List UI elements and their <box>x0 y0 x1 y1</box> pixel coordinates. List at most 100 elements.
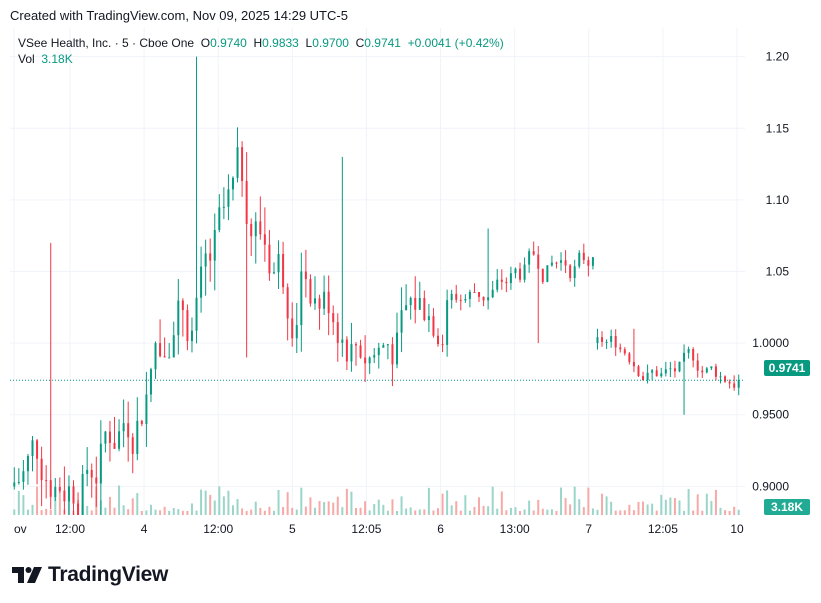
volume-bar <box>131 498 134 515</box>
candle-body <box>77 503 80 515</box>
volume-bar <box>683 510 686 515</box>
volume-bar <box>286 492 289 515</box>
volume-bar <box>578 499 581 515</box>
volume-bar <box>537 499 540 515</box>
candle-body <box>555 262 558 264</box>
volume-bar <box>405 508 408 515</box>
volume-bar <box>113 507 116 515</box>
volume-bar <box>500 491 503 515</box>
volume-bar <box>614 510 617 515</box>
candle-body <box>181 300 184 311</box>
candle-body <box>623 349 626 354</box>
candle-body <box>254 221 257 237</box>
volume-bar <box>505 510 508 515</box>
volume-bar <box>118 485 121 515</box>
volume-bar <box>582 507 585 515</box>
high-value: 0.9833 <box>262 36 299 50</box>
chart-legend: VSee Health, Inc. · 5 · Cboe One O0.9740… <box>18 35 504 67</box>
volume-bar <box>655 510 658 515</box>
candle-body <box>714 366 717 377</box>
volume-bar <box>605 496 608 515</box>
candle-body <box>673 368 676 372</box>
candle-body <box>149 369 152 395</box>
volume-bar <box>282 507 285 515</box>
candle-body <box>241 147 244 181</box>
volume-bar <box>350 491 353 515</box>
tradingview-logo-icon <box>12 567 42 583</box>
candle-body <box>26 456 29 472</box>
candle-body <box>632 362 635 367</box>
volume-bar <box>719 507 722 515</box>
volume-bar <box>450 505 453 515</box>
volume-bar <box>550 509 553 515</box>
candle-body <box>496 279 499 290</box>
candle-body <box>63 490 66 502</box>
candle-body <box>487 297 490 301</box>
volume-bar <box>464 495 467 515</box>
volume-bar <box>632 510 635 515</box>
candle-body <box>36 440 39 459</box>
chart-caption: Created with TradingView.com, Nov 09, 20… <box>10 8 348 23</box>
volume-bar <box>45 508 48 515</box>
volume-bar <box>236 499 239 515</box>
time-tick-label: 12:00 <box>55 522 85 536</box>
candle-body <box>737 380 740 388</box>
candle-body <box>441 344 444 346</box>
price-chart[interactable]: 1.20 1.15 1.10 1.05 1.0000 0.9500 0.9000 ov 12:… <box>10 28 811 543</box>
candle-body <box>231 177 234 190</box>
symbol-name[interactable]: VSee Health, Inc. · 5 · Cboe One <box>18 36 195 50</box>
candle-body <box>619 347 622 350</box>
volume-bar <box>400 496 403 515</box>
candle-body <box>309 279 312 304</box>
candle-body <box>523 264 526 280</box>
candle-body <box>528 251 531 265</box>
close-label: C <box>355 36 365 50</box>
tradingview-logo[interactable]: TradingView <box>12 560 168 590</box>
volume-bar <box>651 503 654 515</box>
volume-bar <box>528 500 531 515</box>
volume-bar <box>54 495 57 515</box>
candle-body <box>359 345 362 358</box>
time-axis: ov 12:00 4 12:00 5 12:05 6 13:00 7 12:05 10 <box>14 522 744 536</box>
volume-bar <box>724 510 727 515</box>
volume-bar <box>446 490 449 515</box>
candle-body <box>140 420 143 424</box>
volume-bar <box>396 510 399 515</box>
candle-body <box>54 486 57 497</box>
volume-bar <box>560 487 563 515</box>
volume-bar <box>218 486 221 515</box>
volume-bar <box>291 507 294 515</box>
candle-body <box>172 335 175 358</box>
volume-bar <box>26 509 29 515</box>
candle-body <box>168 357 171 359</box>
volume-bar <box>687 489 690 515</box>
time-tick-label: 12:05 <box>351 522 381 536</box>
candle-body <box>99 443 102 484</box>
candle-body <box>655 370 658 377</box>
candle-body <box>159 343 162 357</box>
volume-bar <box>200 489 203 515</box>
volume-bar <box>637 501 640 515</box>
candle-body <box>163 356 166 358</box>
candle-body <box>701 370 704 373</box>
volume-bar <box>427 487 430 515</box>
volume-bar <box>487 506 490 515</box>
volume-bar <box>373 503 376 515</box>
candle-body <box>455 293 458 300</box>
candle-body <box>236 147 239 178</box>
volume-bar <box>254 501 257 515</box>
volume-bar <box>509 507 512 515</box>
volume-bar <box>17 490 20 515</box>
volume-bar <box>336 496 339 515</box>
volume-bar <box>364 501 367 515</box>
high-label: H <box>253 36 263 50</box>
candle-body <box>678 361 681 372</box>
candle-body <box>564 260 567 266</box>
candle-body <box>186 310 189 342</box>
volume-bar <box>628 504 631 515</box>
candle-body <box>72 486 75 504</box>
volume-bar <box>441 493 444 515</box>
candle-body <box>505 281 508 284</box>
candle-body <box>446 300 449 345</box>
volume-bar <box>136 493 139 515</box>
